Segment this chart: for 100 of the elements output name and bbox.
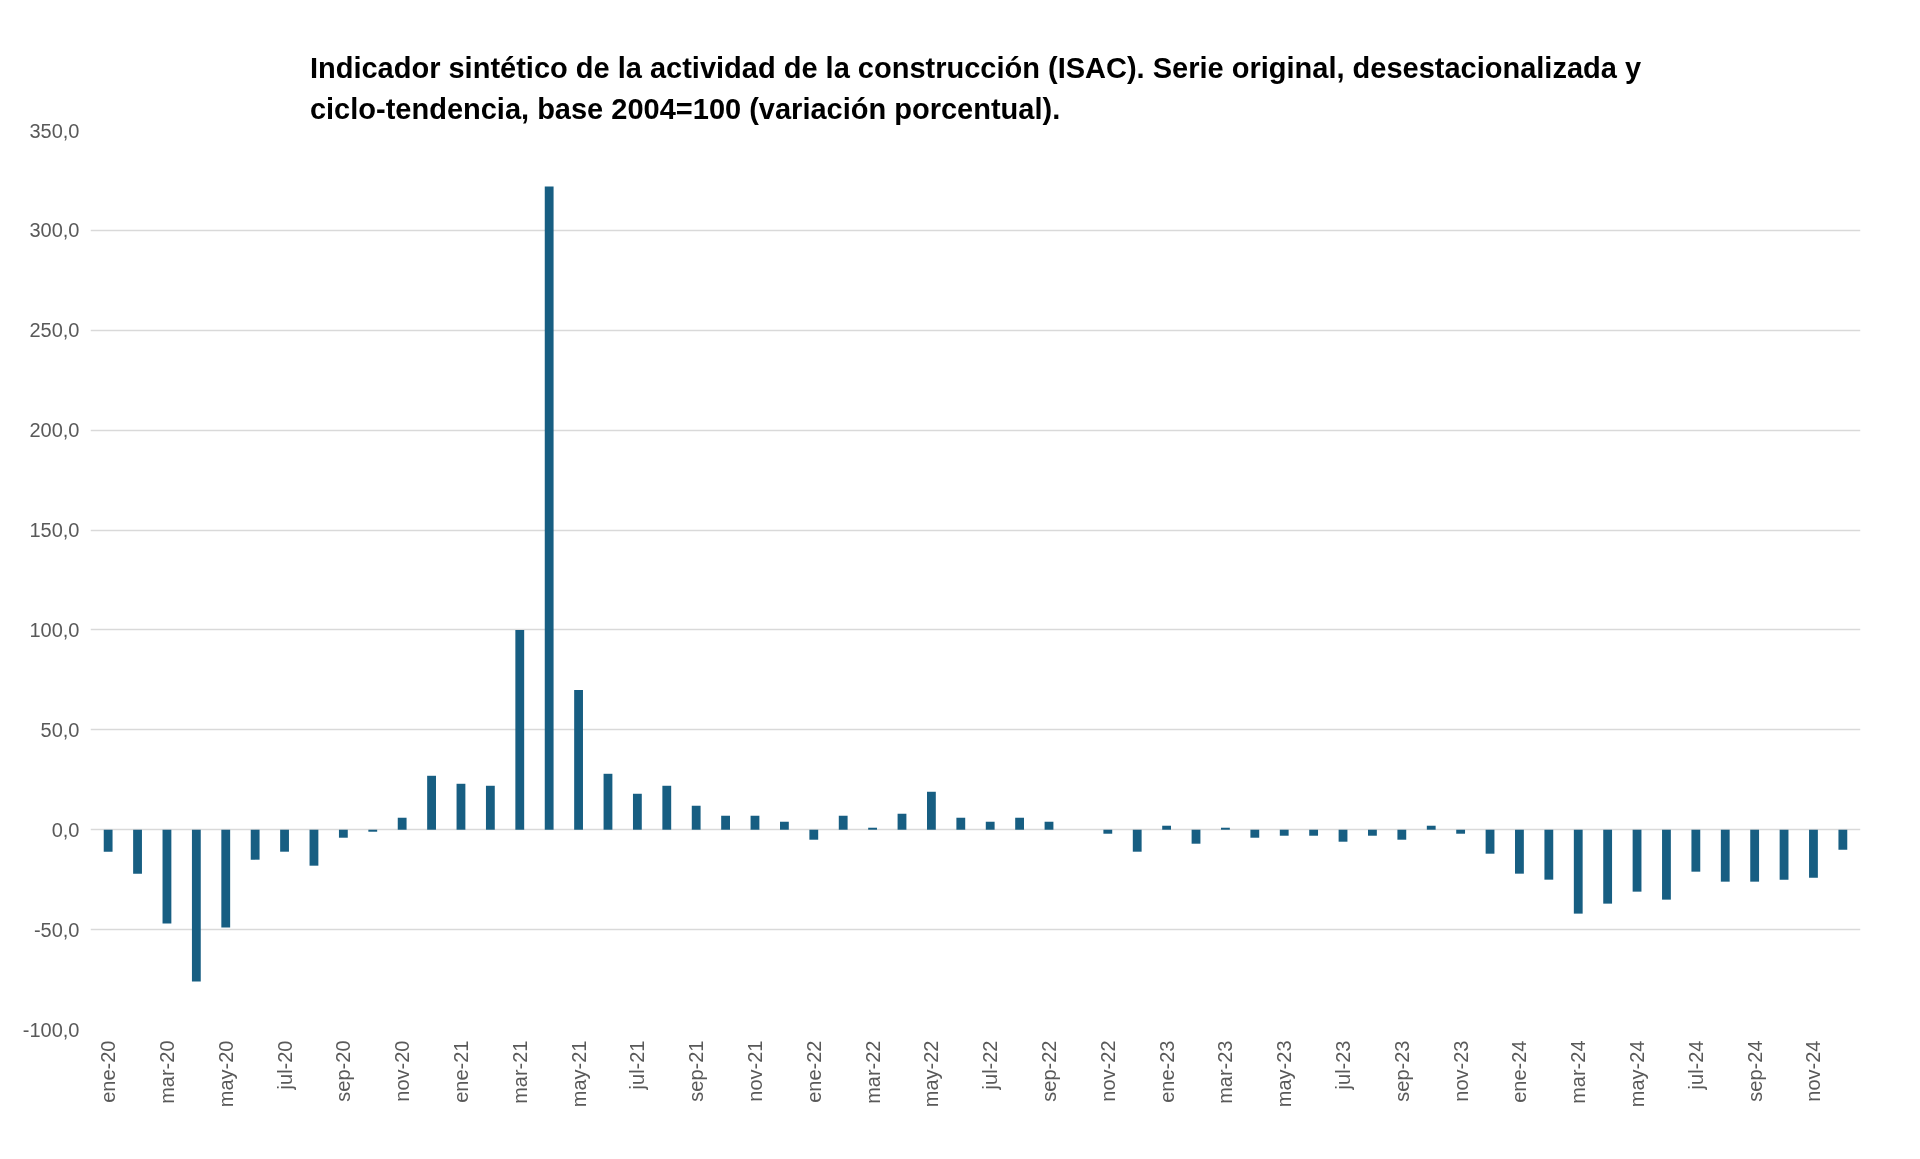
bar [1250,829,1260,838]
bar [721,815,730,830]
bar [1456,829,1466,834]
bar [838,815,848,830]
bar [1809,829,1818,878]
x-tick-label: nov-21 [743,1040,766,1102]
bar [368,829,378,832]
bar [1838,829,1848,850]
x-tick-label: may-24 [1626,1040,1649,1108]
bar [1750,829,1760,882]
bar [1309,829,1319,836]
x-tick-label: jul-23 [1332,1040,1355,1091]
bar [1132,829,1142,852]
x-tick-label: ene-24 [1508,1040,1531,1103]
x-tick-label: jul-20 [273,1040,296,1091]
bar [221,829,231,928]
x-tick-label: sep-20 [332,1040,355,1102]
x-tick-label: ene-21 [449,1040,472,1103]
y-tick-label: 150,0 [29,519,80,542]
bar [1573,829,1583,914]
y-tick-label: 200,0 [29,419,80,442]
bar [1279,829,1289,836]
y-tick-label: -100,0 [22,1018,80,1041]
bar [1191,829,1201,844]
bar [309,829,319,866]
bar [427,775,436,830]
x-tick-label: may-23 [1273,1040,1296,1108]
x-tick-label: nov-23 [1449,1040,1472,1102]
bar [662,785,672,830]
x-tick-label: nov-20 [391,1040,414,1102]
x-tick-label: mar-24 [1567,1040,1590,1104]
x-tick-label: ene-20 [97,1040,120,1103]
bar [1485,829,1495,854]
y-tick-label: -50,0 [33,918,80,941]
x-tick-label: nov-22 [1096,1040,1119,1102]
bar [1103,829,1113,834]
y-tick-label: 0,0 [51,818,80,841]
bar [1515,829,1524,874]
bar [603,773,613,830]
bar [1162,825,1172,830]
bar [897,813,907,830]
bar [280,829,289,852]
x-tick-label: ene-23 [1155,1040,1178,1103]
bar [985,821,995,830]
bar [1662,829,1671,900]
y-tick-label: 350,0 [29,119,80,142]
bar [103,829,113,852]
y-tick-label: 100,0 [29,618,80,641]
x-tick-label: mar-21 [508,1040,531,1104]
x-tick-label: sep-24 [1743,1040,1766,1102]
bar [1632,829,1642,892]
y-tick-label: 300,0 [29,219,80,242]
bar [632,793,642,830]
bar [868,827,877,830]
bar [691,805,701,830]
y-tick-label: 50,0 [40,718,80,741]
bar [1368,829,1377,836]
bar [574,689,583,830]
x-tick-label: nov-24 [1802,1040,1825,1102]
bar [1015,817,1025,830]
x-tick-label: sep-23 [1390,1040,1413,1102]
bar [1691,829,1701,872]
bar [1221,827,1230,830]
bar [1779,829,1789,880]
chart-title: Indicador sintético de la actividad de la construcción (ISAC). Serie original, desestacionalizada y ciclo-tendencia, base 2004=100 (variación porcentual). [309,51,1642,126]
x-tick-label: ene-22 [802,1040,825,1103]
bar [779,821,789,830]
bar [1426,825,1436,830]
bar [1544,829,1554,880]
bar [338,829,348,838]
bar [515,629,525,830]
bar [544,186,554,830]
bar [191,829,201,982]
bar [809,829,819,840]
bar [485,785,495,830]
x-tick-label: jul-24 [1684,1040,1707,1091]
x-tick-label: may-20 [214,1040,237,1108]
bar [750,815,760,830]
bar [1044,821,1054,830]
x-tick-label: jul-22 [979,1040,1002,1091]
bar [1397,829,1407,840]
x-tick-label: mar-23 [1214,1040,1237,1104]
x-tick-label: sep-21 [685,1040,708,1102]
x-tick-label: may-22 [920,1040,943,1108]
bar [456,783,466,830]
x-tick-label: may-21 [567,1040,590,1108]
bar [1338,829,1348,842]
x-tick-label: jul-21 [626,1040,649,1091]
bar [397,817,407,830]
x-tick-label: mar-22 [861,1040,884,1104]
bar [1720,829,1730,882]
bar [250,829,260,860]
x-tick-label: sep-22 [1038,1040,1061,1102]
x-tick-label: mar-20 [155,1040,178,1104]
bar [926,791,936,830]
bar [956,817,966,830]
y-tick-label: 250,0 [29,319,80,342]
bar [1603,829,1613,904]
bar [133,829,142,874]
bar [162,829,172,924]
